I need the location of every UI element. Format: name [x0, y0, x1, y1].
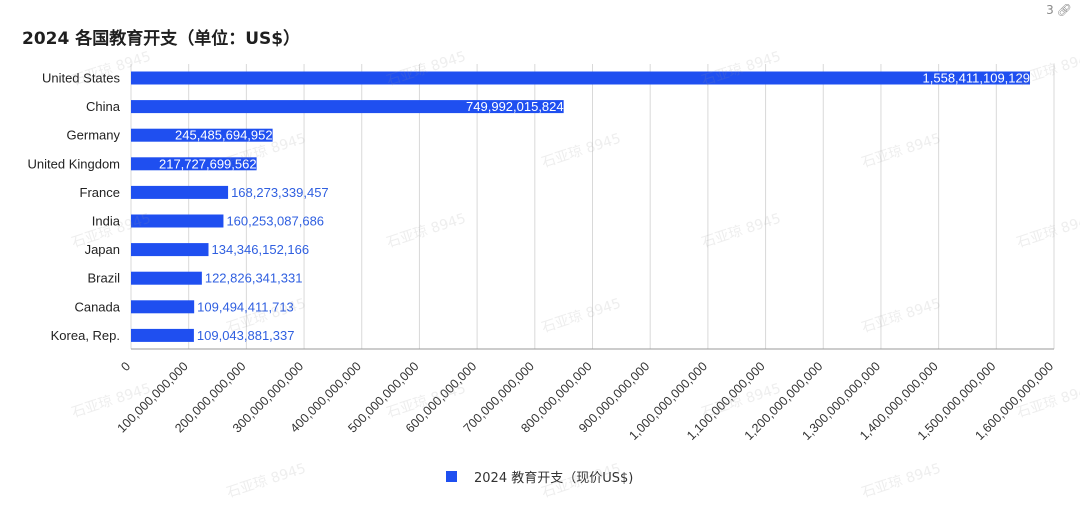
data-label: 1,558,411,109,129 [923, 71, 1030, 86]
chart-title: 2024 各国教育开支（单位：US$） [22, 29, 301, 49]
bar [131, 214, 224, 228]
category-label: France [80, 185, 120, 200]
data-label: 217,727,699,562 [159, 156, 257, 171]
bar [131, 128, 273, 142]
bar [131, 71, 1031, 85]
data-label: 168,273,339,457 [231, 185, 329, 200]
bar [131, 243, 209, 257]
data-label: 134,346,152,166 [212, 242, 310, 257]
legend[interactable]: 2024 教育开支（现价US$) [446, 467, 633, 486]
data-label: 749,992,015,824 [466, 99, 564, 114]
category-label: India [92, 214, 121, 229]
category-label: China [86, 99, 121, 114]
category-label: Canada [74, 299, 120, 314]
x-tick-label: 0 [118, 359, 133, 374]
bar [131, 328, 194, 342]
category-label: Japan [85, 242, 120, 257]
category-label: United States [42, 71, 121, 86]
category-label: Korea, Rep. [51, 328, 120, 343]
category-label: Brazil [87, 271, 120, 286]
data-label: 245,485,694,952 [175, 128, 273, 143]
bar [131, 157, 257, 171]
legend-swatch [446, 471, 457, 482]
data-label: 160,253,087,686 [226, 214, 324, 229]
data-label: 122,826,341,331 [205, 271, 303, 286]
category-label: United Kingdom [28, 156, 121, 171]
legend-label: 2024 教育开支（现价US$) [474, 471, 634, 486]
share-count[interactable]: 3 🔗︎ [1046, 3, 1072, 17]
bar [131, 185, 229, 199]
category-label: Germany [67, 128, 121, 143]
share-count-value: 3 [1046, 3, 1054, 17]
data-label: 109,043,881,337 [197, 328, 295, 343]
link-icon: 🔗︎ [1056, 3, 1072, 17]
bar [131, 100, 564, 114]
data-label: 109,494,411,713 [197, 299, 294, 314]
bar [131, 271, 202, 285]
bar [131, 300, 195, 314]
